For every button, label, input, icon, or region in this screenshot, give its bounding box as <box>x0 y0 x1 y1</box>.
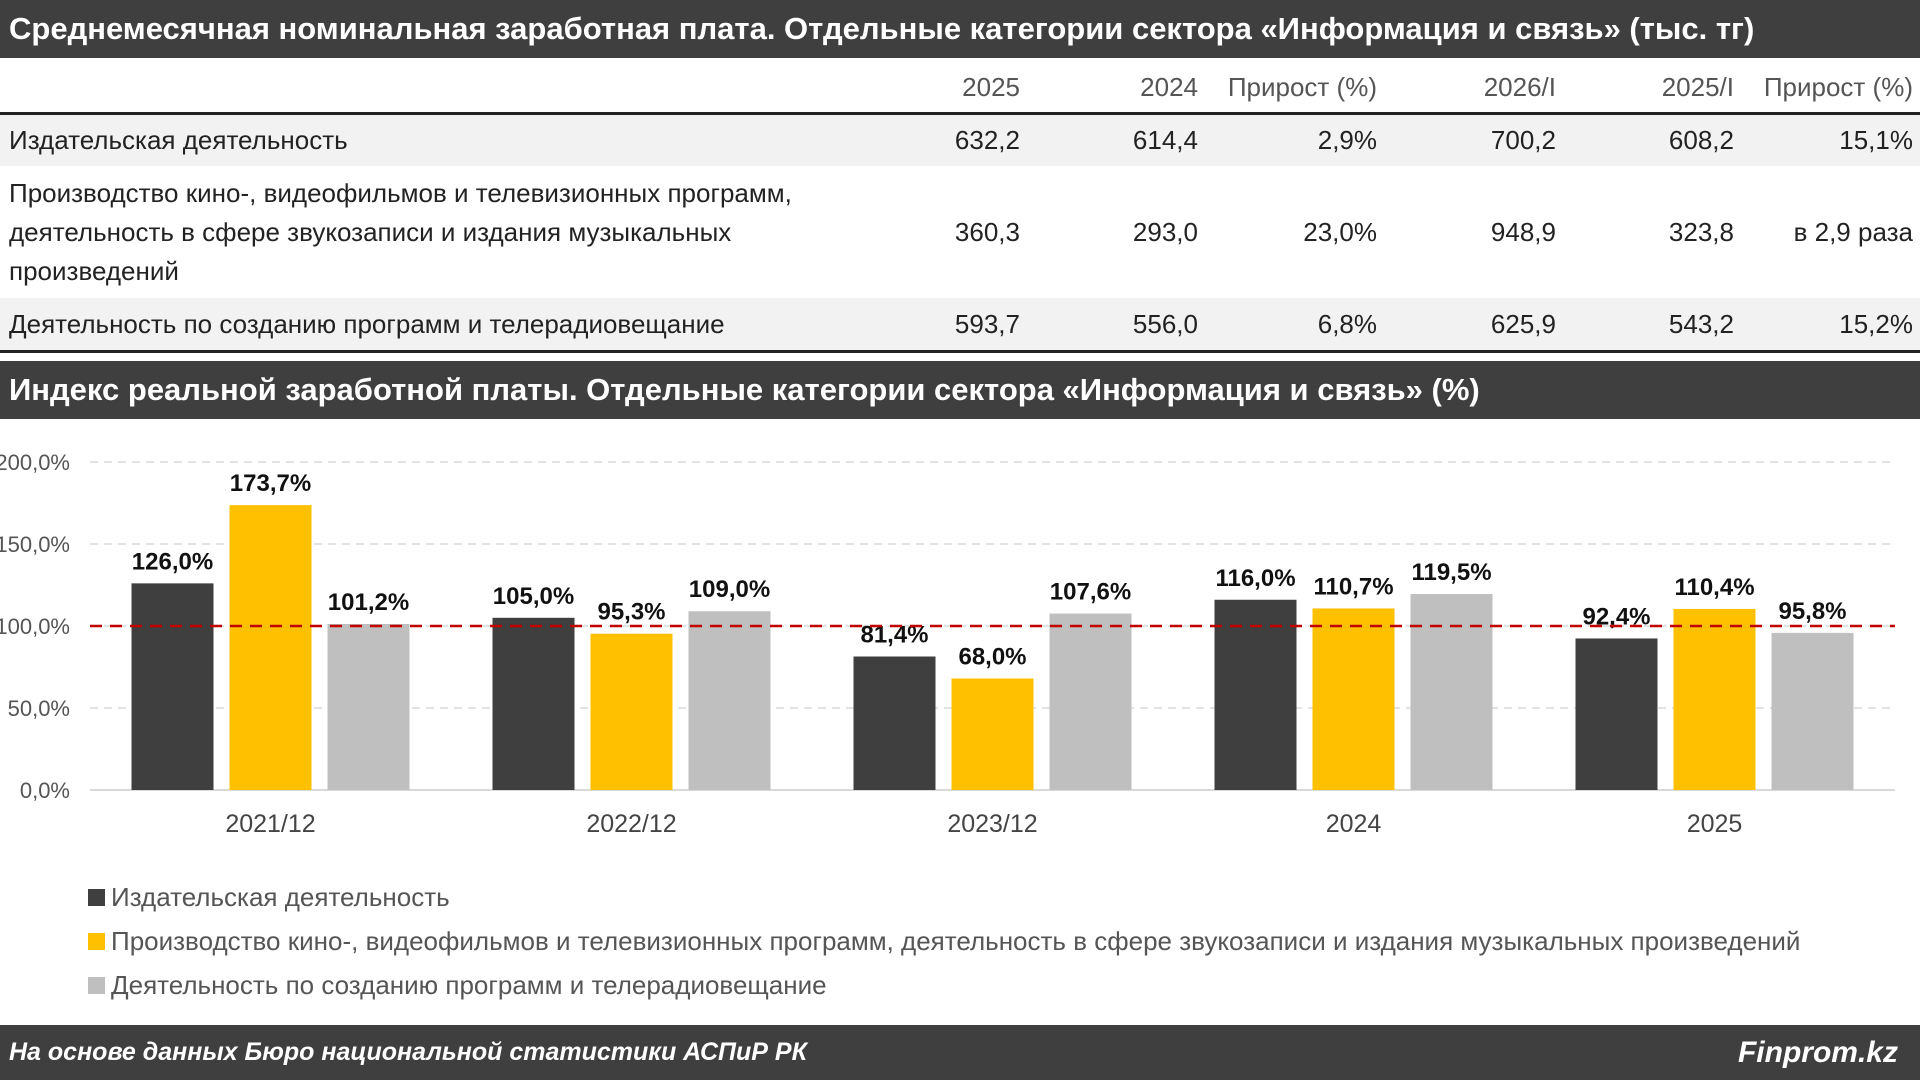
table-title: Среднемесячная номинальная заработная пл… <box>0 0 1920 58</box>
table-cell: 6,8% <box>1205 298 1384 353</box>
table-cell: 614,4 <box>1027 113 1205 166</box>
table-row: Производство кино-, видеофильмов и телев… <box>0 166 1920 298</box>
table-cell: 948,9 <box>1384 166 1563 298</box>
x-tick-label: 2024 <box>1326 810 1382 838</box>
table-cell: в 2,9 раза <box>1741 166 1920 298</box>
bar <box>327 624 410 790</box>
table-cell: 593,7 <box>890 298 1027 353</box>
chart-title: Индекс реальной заработной платы. Отдель… <box>0 361 1920 419</box>
row-name: Издательская деятельность <box>0 113 890 166</box>
table-cell: 556,0 <box>1027 298 1205 353</box>
legend-swatch <box>88 932 105 950</box>
table-cell: 632,2 <box>890 113 1027 166</box>
legend-swatch <box>88 976 105 994</box>
data-label: 110,4% <box>1674 574 1754 601</box>
data-label: 173,7% <box>230 470 311 497</box>
bar <box>1049 613 1132 790</box>
chart-legend: Издательская деятельность Производство к… <box>88 875 1800 1007</box>
bar <box>131 583 214 790</box>
header-cell: 2025/I <box>1563 63 1741 115</box>
bar-chart: 0,0% 50,0% 100,0% 150,0% 200,0% 126,0% 173,7% 1… <box>0 450 1895 838</box>
bar <box>853 656 936 790</box>
source-note: На основе данных Бюро национальной стати… <box>9 1038 807 1066</box>
bar <box>1575 638 1658 790</box>
table-cell: 23,0% <box>1205 166 1384 298</box>
data-label: 105,0% <box>493 583 574 610</box>
y-tick-label: 0,0% <box>20 778 70 803</box>
row-name-text: Производство кино-, видеофильмов и телев… <box>9 177 792 286</box>
bar <box>229 505 312 790</box>
data-label: 68,0% <box>958 643 1026 670</box>
data-label: 109,0% <box>689 576 770 603</box>
table-row: Издательская деятельность 632,2 614,4 2,… <box>0 113 1920 166</box>
table-cell: 293,0 <box>1027 166 1205 298</box>
legend-label: Деятельность по созданию программ и теле… <box>111 969 827 1000</box>
x-tick-label: 2021/12 <box>225 810 315 838</box>
table-cell: 323,8 <box>1563 166 1741 298</box>
header-cell: 2025 <box>890 63 1027 115</box>
bar <box>688 611 771 790</box>
table-cell: 543,2 <box>1563 298 1741 353</box>
table-cell: 15,2% <box>1741 298 1920 353</box>
bar <box>590 633 673 790</box>
row-name: Деятельность по созданию программ и теле… <box>0 298 890 353</box>
data-label: 95,8% <box>1778 598 1846 625</box>
data-label: 107,6% <box>1050 579 1131 606</box>
table-cell: 625,9 <box>1384 298 1563 353</box>
legend-label: Производство кино-, видеофильмов и телев… <box>111 925 1801 956</box>
bar <box>1214 599 1297 790</box>
table-cell: 360,3 <box>890 166 1027 298</box>
legend-label: Издательская деятельность <box>111 881 450 912</box>
wages-table: 2025 2024 Прирост (%) 2026/I 2025/I Прир… <box>0 63 1920 353</box>
header-cell: 2026/I <box>1384 63 1563 115</box>
legend-item: Издательская деятельность <box>88 875 1800 919</box>
legend-item: Производство кино-, видеофильмов и телев… <box>88 919 1800 963</box>
data-label: 126,0% <box>132 548 213 575</box>
header-name <box>0 63 890 115</box>
x-tick-label: 2023/12 <box>947 810 1037 838</box>
table-header-row: 2025 2024 Прирост (%) 2026/I 2025/I Прир… <box>0 63 1920 115</box>
bar <box>1771 632 1854 790</box>
header-cell: 2024 <box>1027 63 1205 115</box>
bar <box>1312 608 1395 790</box>
header-cell: Прирост (%) <box>1205 63 1384 115</box>
y-tick-label: 150,0% <box>0 532 70 557</box>
bar <box>1673 608 1756 790</box>
data-label: 101,2% <box>328 589 409 616</box>
legend-swatch <box>88 888 105 906</box>
legend-item: Деятельность по созданию программ и теле… <box>88 963 1800 1007</box>
row-name: Производство кино-, видеофильмов и телев… <box>0 166 890 298</box>
x-tick-label: 2022/12 <box>586 810 676 838</box>
y-tick-label: 50,0% <box>8 696 70 721</box>
brand-logo: Finprom.kz <box>1737 1036 1898 1069</box>
table-cell: 2,9% <box>1205 113 1384 166</box>
data-label: 119,5% <box>1411 559 1491 586</box>
data-label: 116,0% <box>1215 565 1295 592</box>
y-tick-label: 200,0% <box>0 450 70 475</box>
y-tick-label: 100,0% <box>0 614 70 639</box>
table-row: Деятельность по созданию программ и теле… <box>0 298 1920 353</box>
x-tick-label: 2025 <box>1687 810 1743 838</box>
bar <box>951 678 1034 790</box>
data-label: 95,3% <box>597 599 665 626</box>
table-cell: 15,1% <box>1741 113 1920 166</box>
header-cell: Прирост (%) <box>1741 63 1920 115</box>
data-label: 110,7% <box>1313 573 1393 600</box>
table-cell: 700,2 <box>1384 113 1563 166</box>
bar <box>1410 594 1493 790</box>
footer: На основе данных Бюро национальной стати… <box>0 1025 1920 1080</box>
bar <box>492 617 575 790</box>
table-cell: 608,2 <box>1563 113 1741 166</box>
